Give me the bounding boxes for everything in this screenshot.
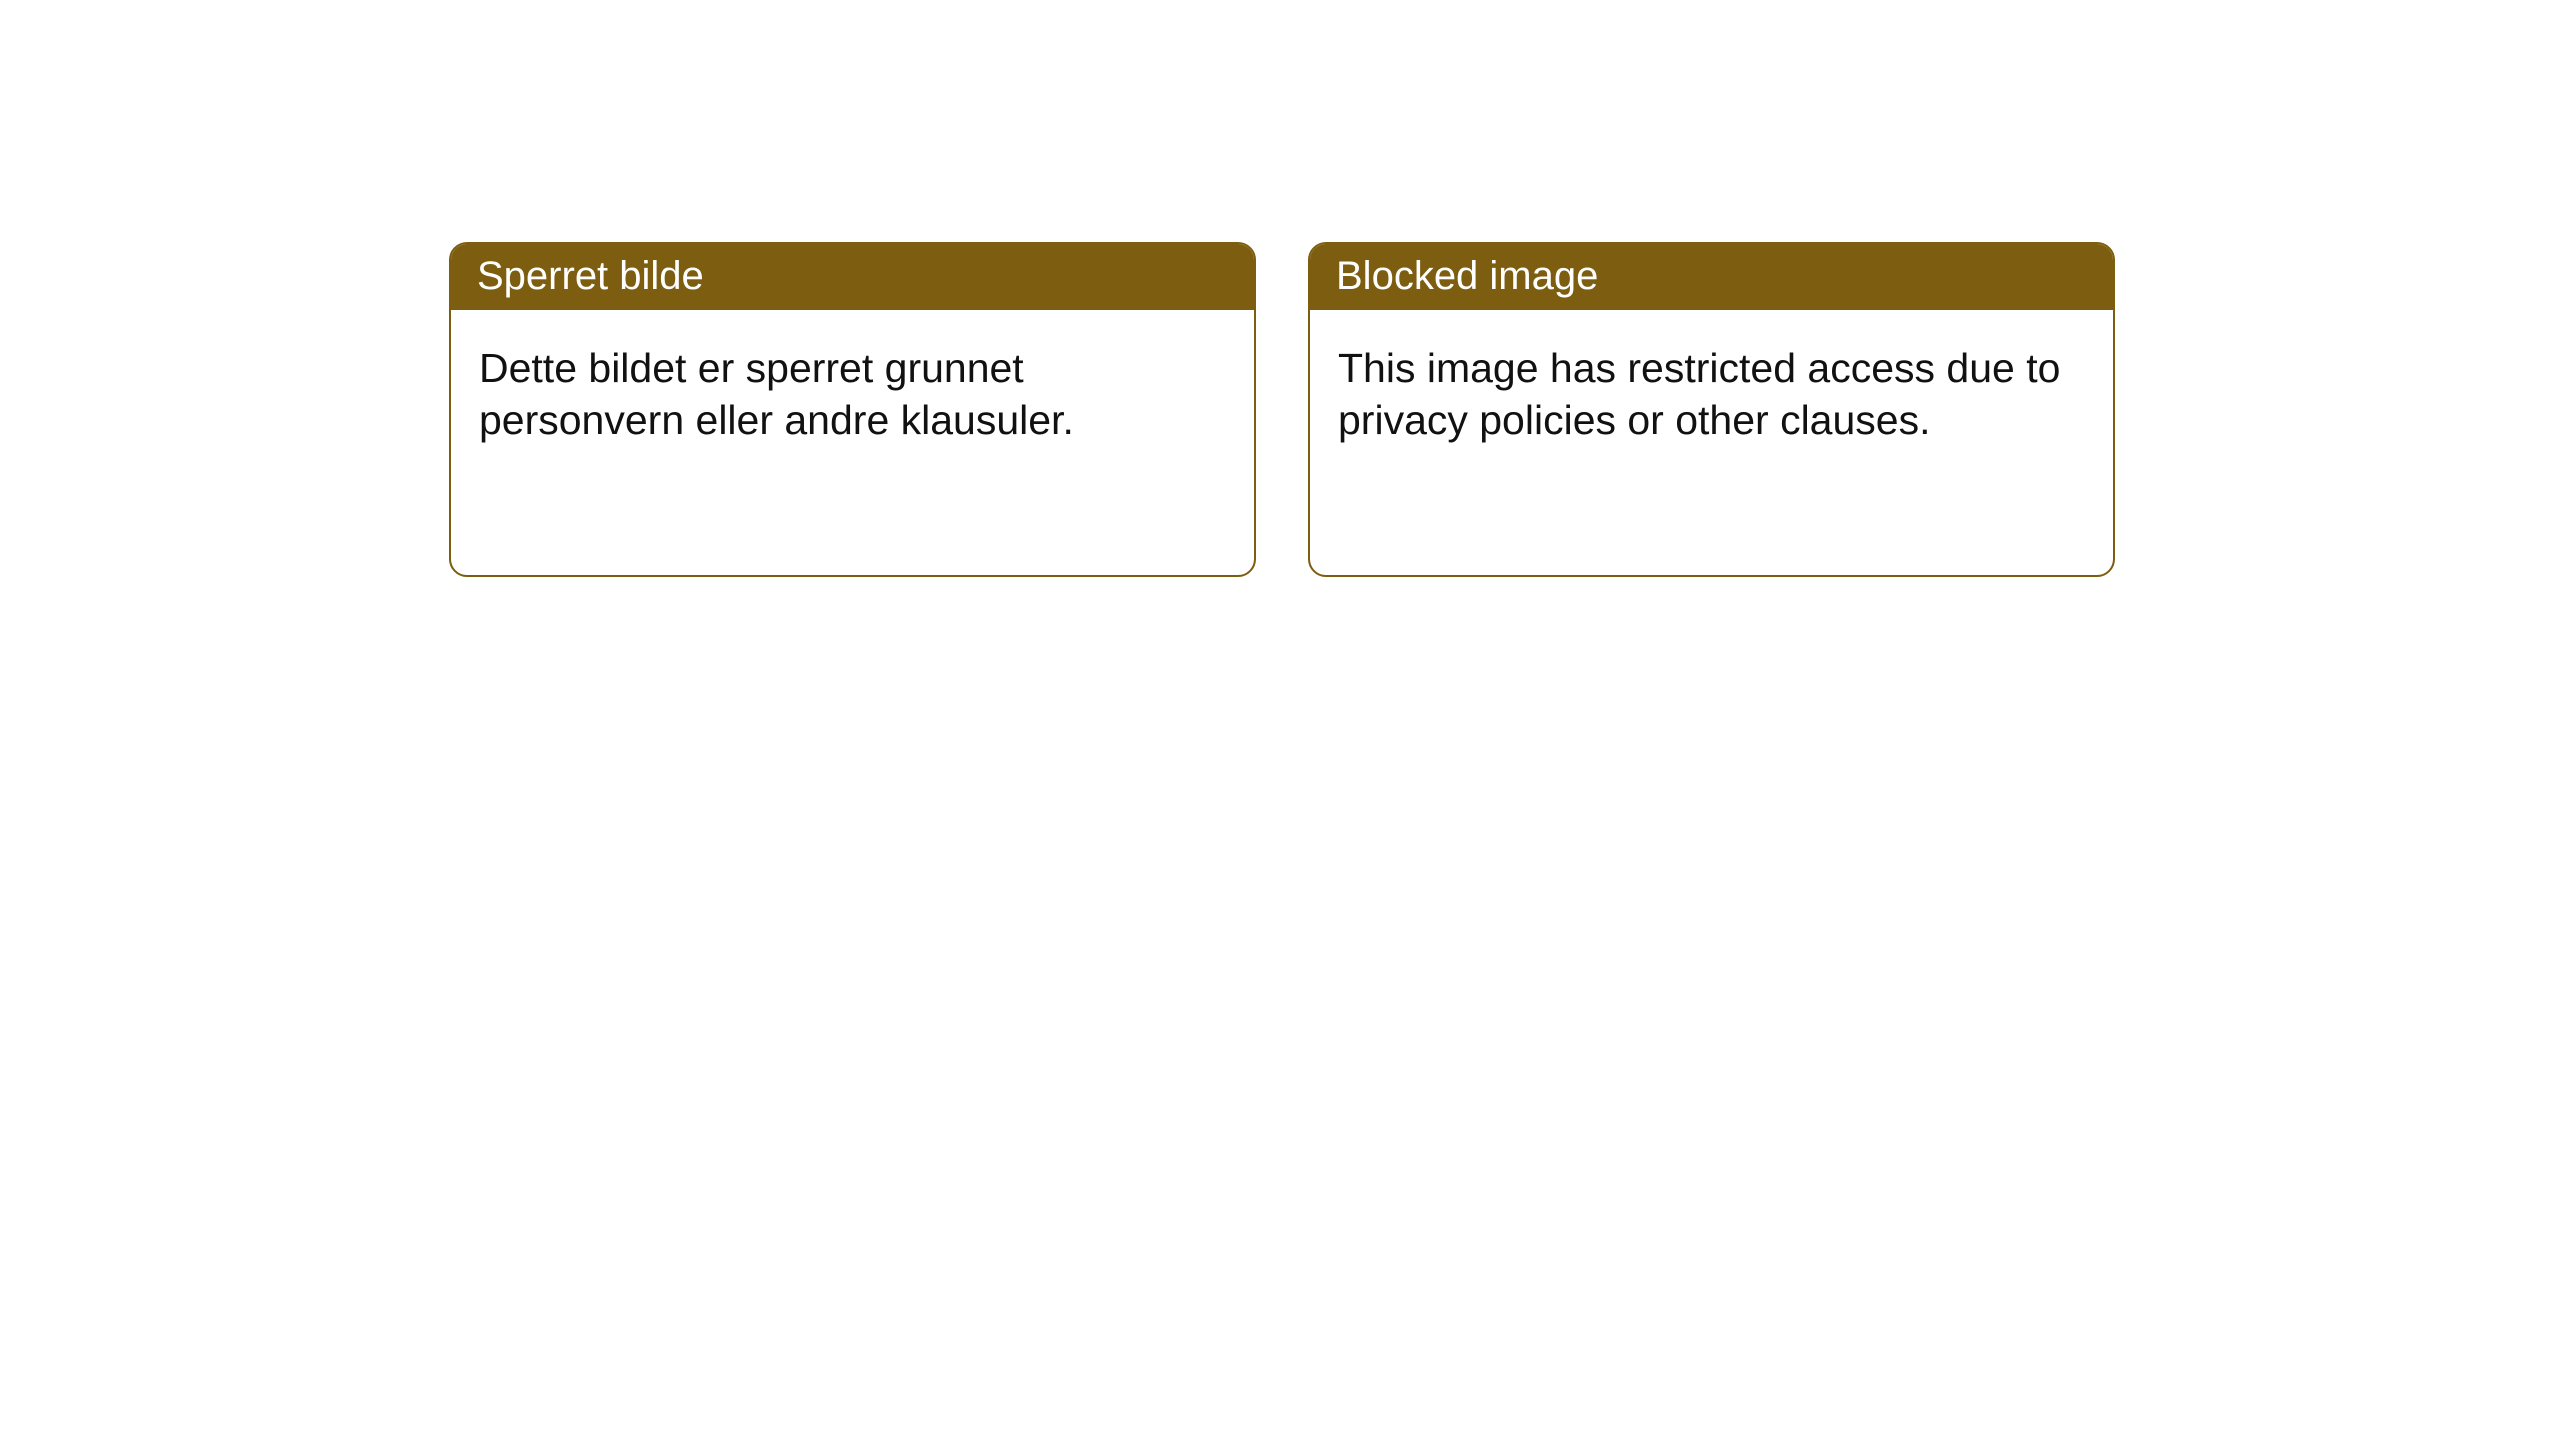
card-title: Sperret bilde: [477, 254, 704, 298]
card-body: This image has restricted access due to …: [1310, 310, 2113, 479]
blocked-image-card-en: Blocked image This image has restricted …: [1308, 242, 2115, 577]
card-body-text: This image has restricted access due to …: [1338, 345, 2060, 443]
card-header: Blocked image: [1310, 244, 2113, 310]
card-body-text: Dette bildet er sperret grunnet personve…: [479, 345, 1074, 443]
blocked-image-card-no: Sperret bilde Dette bildet er sperret gr…: [449, 242, 1256, 577]
notice-container: Sperret bilde Dette bildet er sperret gr…: [0, 0, 2560, 577]
card-header: Sperret bilde: [451, 244, 1254, 310]
card-title: Blocked image: [1336, 254, 1598, 298]
card-body: Dette bildet er sperret grunnet personve…: [451, 310, 1254, 479]
